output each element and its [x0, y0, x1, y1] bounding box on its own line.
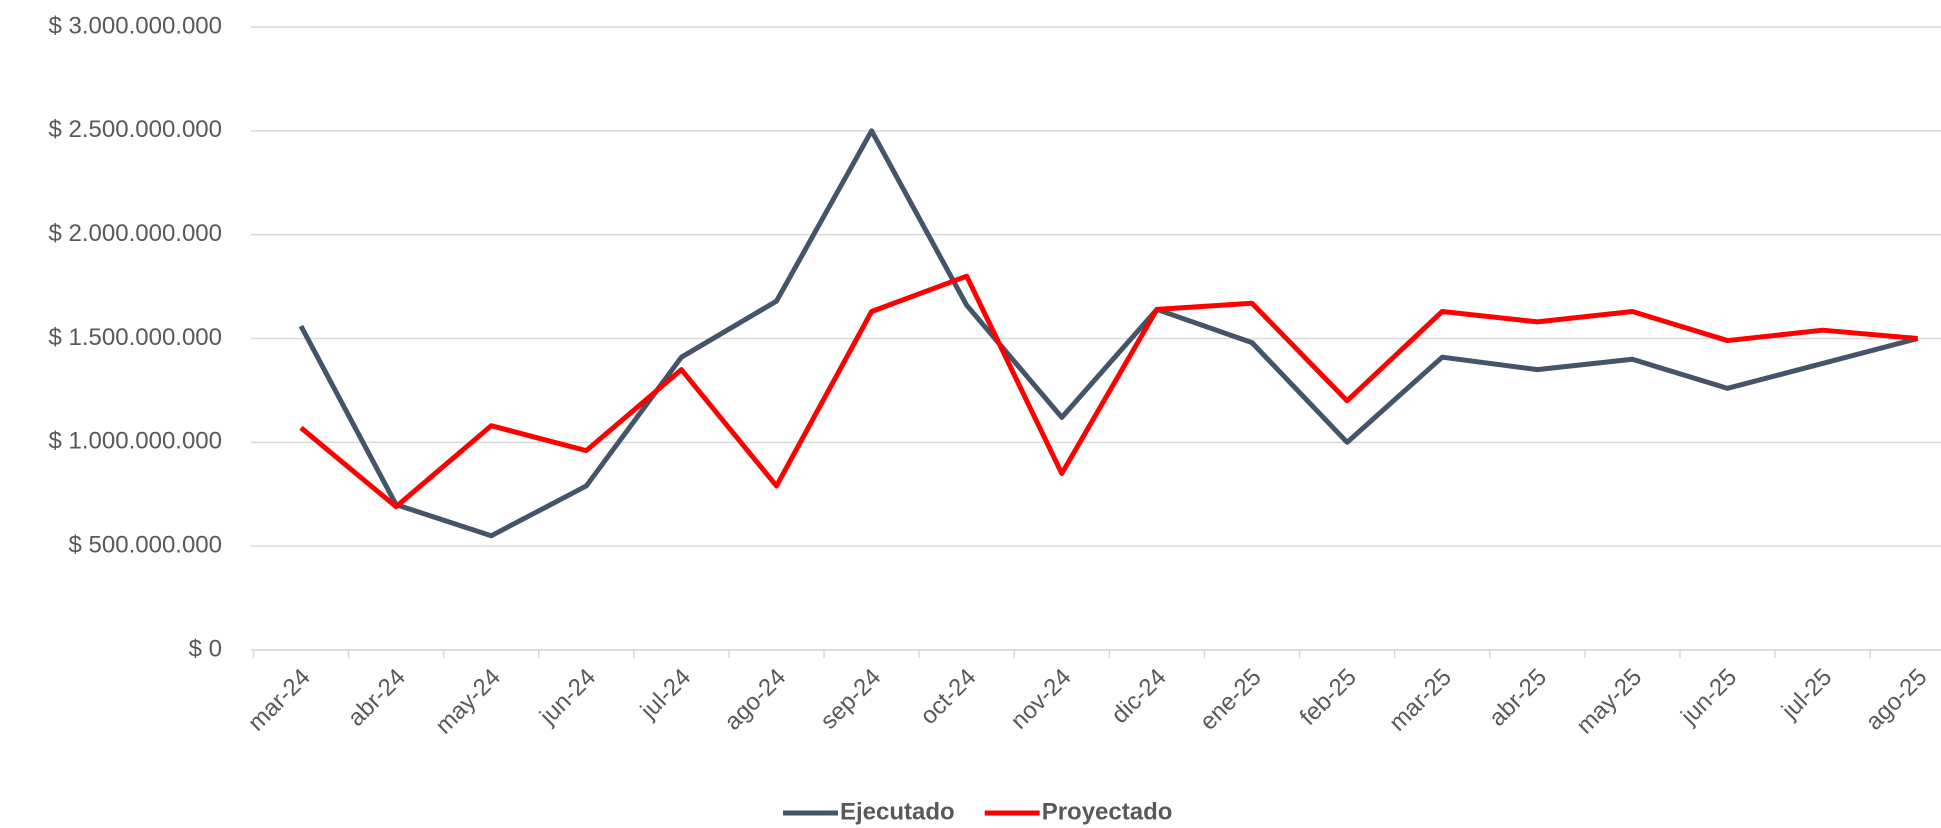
y-tick-label: $ 2.000.000.000: [49, 220, 223, 247]
x-tick-label: feb-25: [1295, 664, 1362, 731]
x-tick-label: ago-24: [719, 664, 791, 736]
y-tick-label: $ 3.000.000.000: [49, 12, 223, 39]
y-tick-label: $ 0: [189, 635, 222, 662]
x-tick-label: dic-24: [1106, 664, 1171, 729]
legend-text: Proyectado: [1042, 798, 1173, 825]
x-tick-label: jul-25: [1776, 664, 1837, 725]
line-series: [299, 273, 1918, 510]
x-tick-label: may-24: [430, 664, 506, 740]
x-tick-label: nov-24: [1006, 664, 1077, 735]
x-tick-label: oct-24: [915, 664, 981, 730]
y-tick-label: $ 2.500.000.000: [49, 116, 223, 143]
x-tick-label: ago-25: [1860, 664, 1932, 736]
x-tick-label: abr-24: [343, 664, 411, 732]
line-series: [298, 128, 1919, 539]
x-tick-label: sep-24: [815, 664, 886, 735]
x-tick-label: mar-24: [243, 664, 316, 737]
x-tick-label: jun-25: [1675, 664, 1742, 731]
y-tick-label: $ 500.000.000: [69, 532, 222, 559]
y-tick-label: $ 1.500.000.000: [49, 324, 223, 351]
x-tick-label: abr-25: [1484, 664, 1552, 732]
x-tick-label: ene-25: [1195, 664, 1267, 736]
x-tick-label: mar-25: [1384, 664, 1457, 737]
x-tick-label: jun-24: [534, 664, 601, 731]
x-tick-label: jul-24: [635, 664, 696, 725]
x-tick-label: may-25: [1571, 664, 1647, 740]
y-tick-label: $ 1.000.000.000: [49, 428, 223, 455]
legend-text: Ejecutado: [840, 798, 955, 825]
